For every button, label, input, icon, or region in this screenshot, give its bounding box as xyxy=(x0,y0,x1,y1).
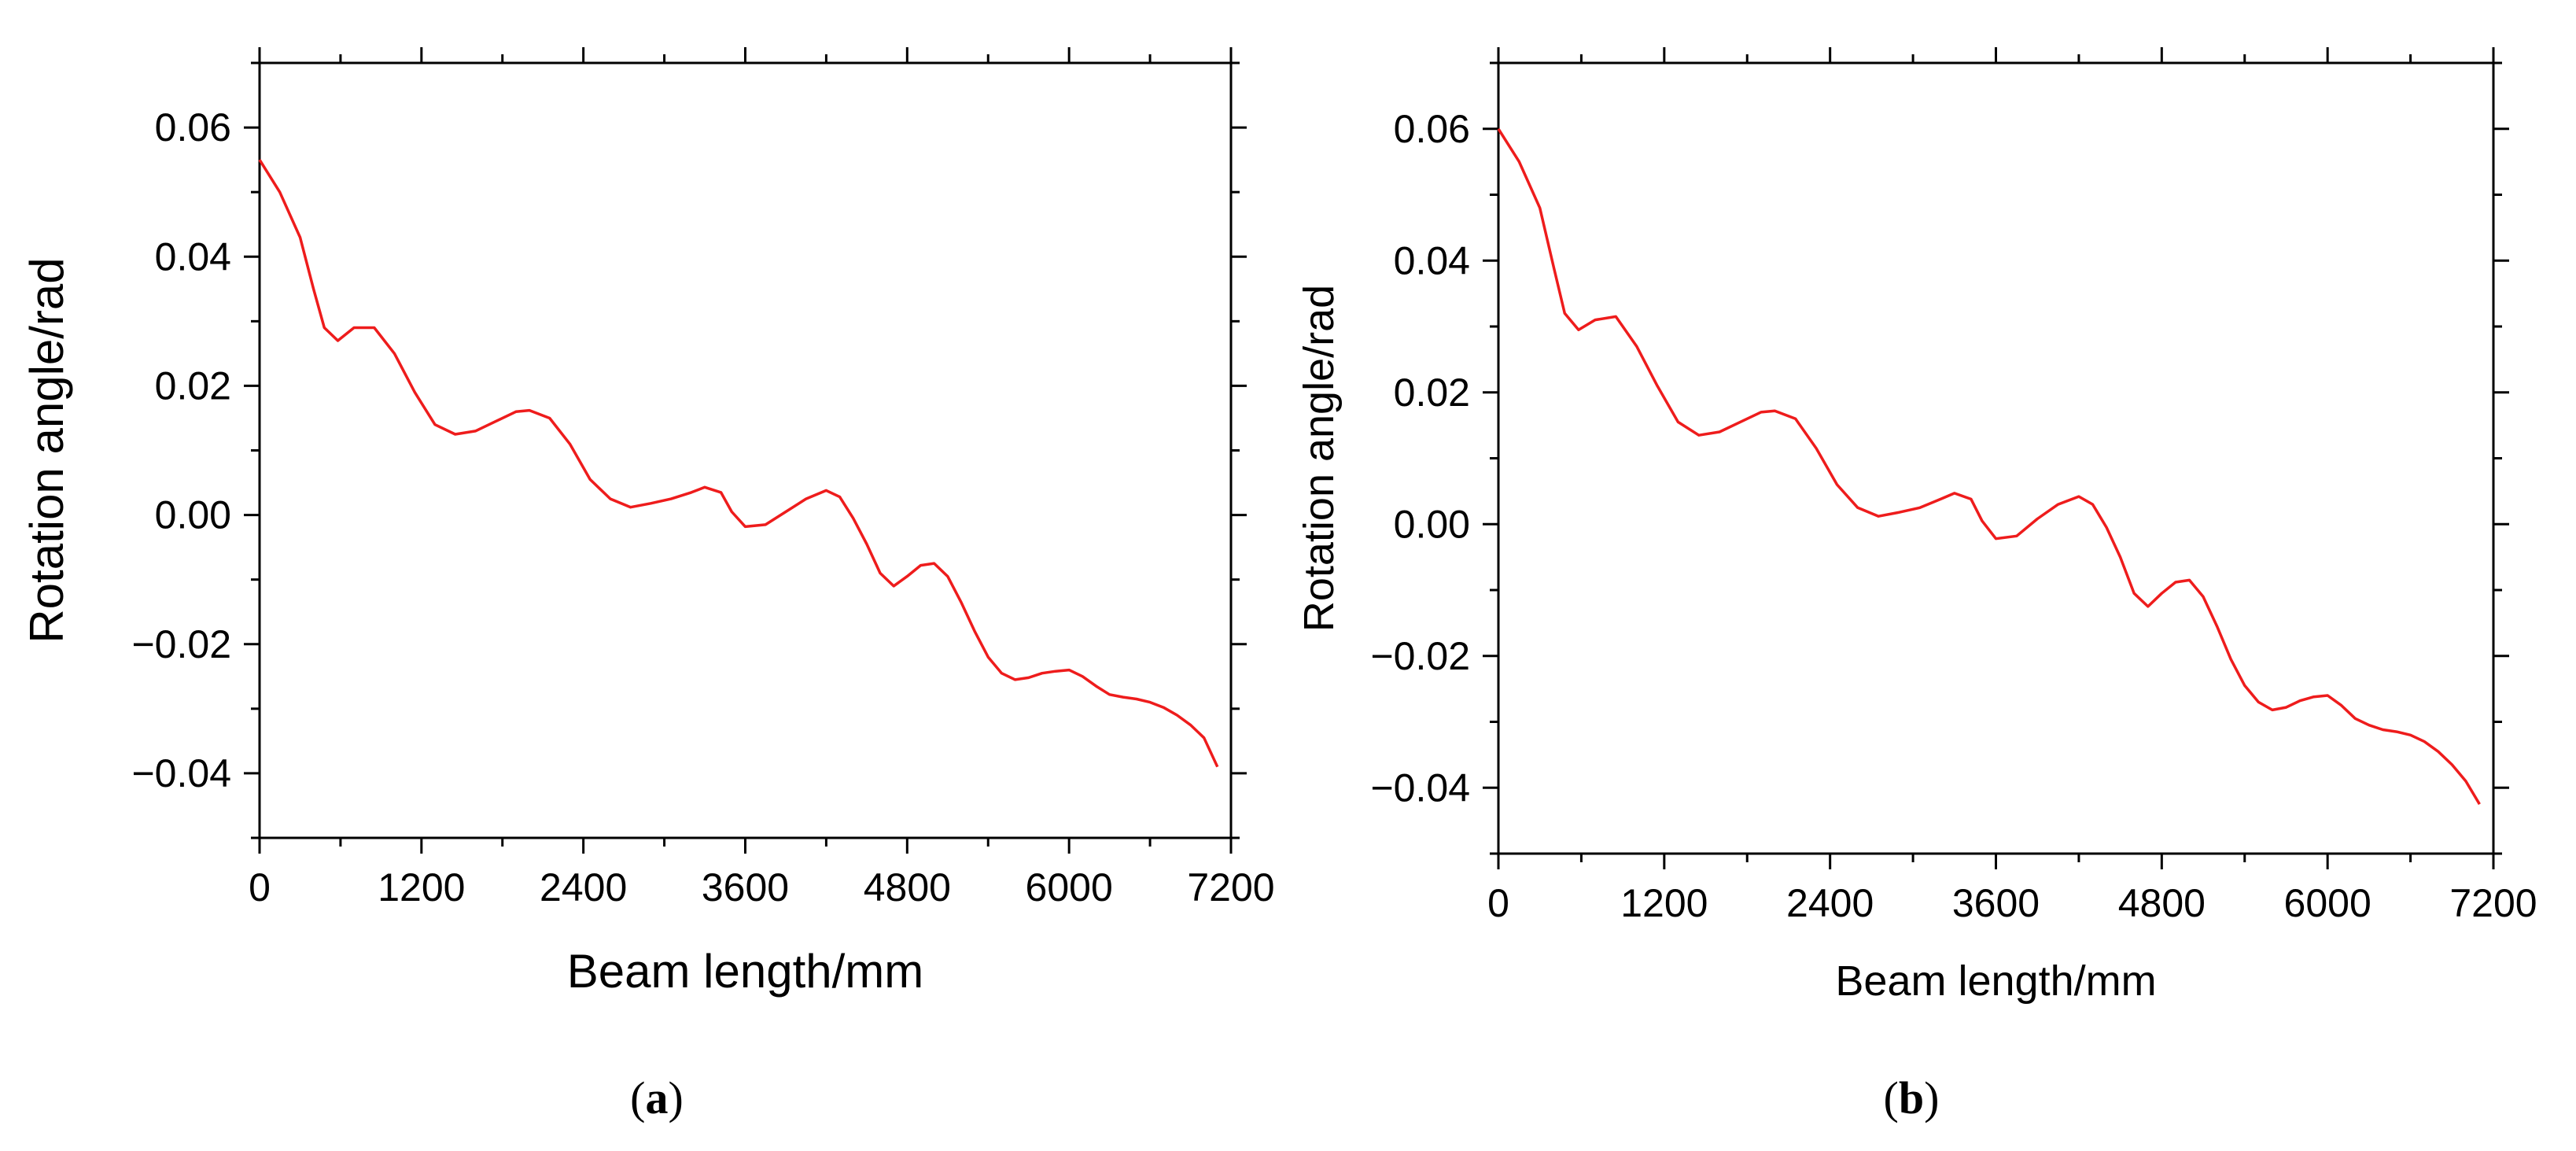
x-tick-label: 1200 xyxy=(378,865,465,909)
y-axis-ticks xyxy=(1483,61,2509,855)
x-axis-ticks xyxy=(1497,47,2495,869)
y-axis-tick-labels: −0.04 −0.02 0.00 0.02 0.04 0.06 xyxy=(1370,107,1470,810)
plot-frame xyxy=(1497,61,2495,855)
x-tick-label: 7200 xyxy=(2449,881,2537,925)
x-tick-label: 0 xyxy=(1487,881,1509,925)
x-tick-label: 2400 xyxy=(540,865,627,909)
y-tick-label: 0.00 xyxy=(155,493,231,537)
x-axis-tick-labels: 0 1200 2400 3600 4800 6000 7200 xyxy=(249,865,1275,909)
y-tick-label: −0.04 xyxy=(1370,765,1470,810)
x-tick-label: 6000 xyxy=(2284,881,2371,925)
chart-panel-a: 0 1200 2400 3600 4800 6000 7200 −0.04 −0.02 0.00… xyxy=(20,47,1275,1123)
y-axis-ticks xyxy=(244,61,1247,839)
x-axis-title: Beam length/mm xyxy=(1835,957,2156,1005)
x-axis-title: Beam length/mm xyxy=(567,945,924,998)
x-tick-label: 3600 xyxy=(1952,881,2040,925)
y-tick-label: −0.04 xyxy=(131,751,231,795)
panel-caption-letter: a xyxy=(646,1072,669,1123)
y-axis-title: Rotation angle/rad xyxy=(1295,285,1343,632)
panel-caption: (a) xyxy=(630,1072,684,1123)
x-axis-ticks xyxy=(258,47,1233,854)
x-tick-label: 3600 xyxy=(702,865,789,909)
chart-panel-b: 0 1200 2400 3600 4800 6000 7200 −0.04 −0.02 0.00… xyxy=(1295,47,2537,1123)
x-tick-label: 0 xyxy=(249,865,271,909)
x-tick-label: 4800 xyxy=(864,865,951,909)
y-axis-tick-labels: −0.04 −0.02 0.00 0.02 0.04 0.06 xyxy=(131,105,231,795)
y-tick-label: −0.02 xyxy=(1370,634,1470,678)
x-tick-label: 7200 xyxy=(1187,865,1274,909)
x-tick-label: 6000 xyxy=(1026,865,1113,909)
series-line-rotation-angle xyxy=(258,159,1219,768)
y-tick-label: 0.00 xyxy=(1394,502,1470,546)
y-tick-label: 0.06 xyxy=(1394,107,1470,151)
x-tick-label: 2400 xyxy=(1786,881,1874,925)
x-axis-tick-labels: 0 1200 2400 3600 4800 6000 7200 xyxy=(1487,881,2537,925)
series-line-rotation-angle xyxy=(1497,127,2481,806)
y-axis-title: Rotation angle/rad xyxy=(20,257,73,643)
y-tick-label: 0.04 xyxy=(155,234,231,279)
y-tick-label: 0.06 xyxy=(155,105,231,149)
panel-caption-letter: b xyxy=(1899,1072,1924,1123)
y-tick-label: −0.02 xyxy=(131,622,231,666)
x-tick-label: 1200 xyxy=(1620,881,1708,925)
y-tick-label: 0.04 xyxy=(1394,238,1470,282)
y-tick-label: 0.02 xyxy=(155,363,231,408)
plot-frame xyxy=(258,61,1233,839)
panel-caption: (b) xyxy=(1884,1072,1940,1123)
x-tick-label: 4800 xyxy=(2118,881,2206,925)
y-tick-label: 0.02 xyxy=(1394,371,1470,415)
